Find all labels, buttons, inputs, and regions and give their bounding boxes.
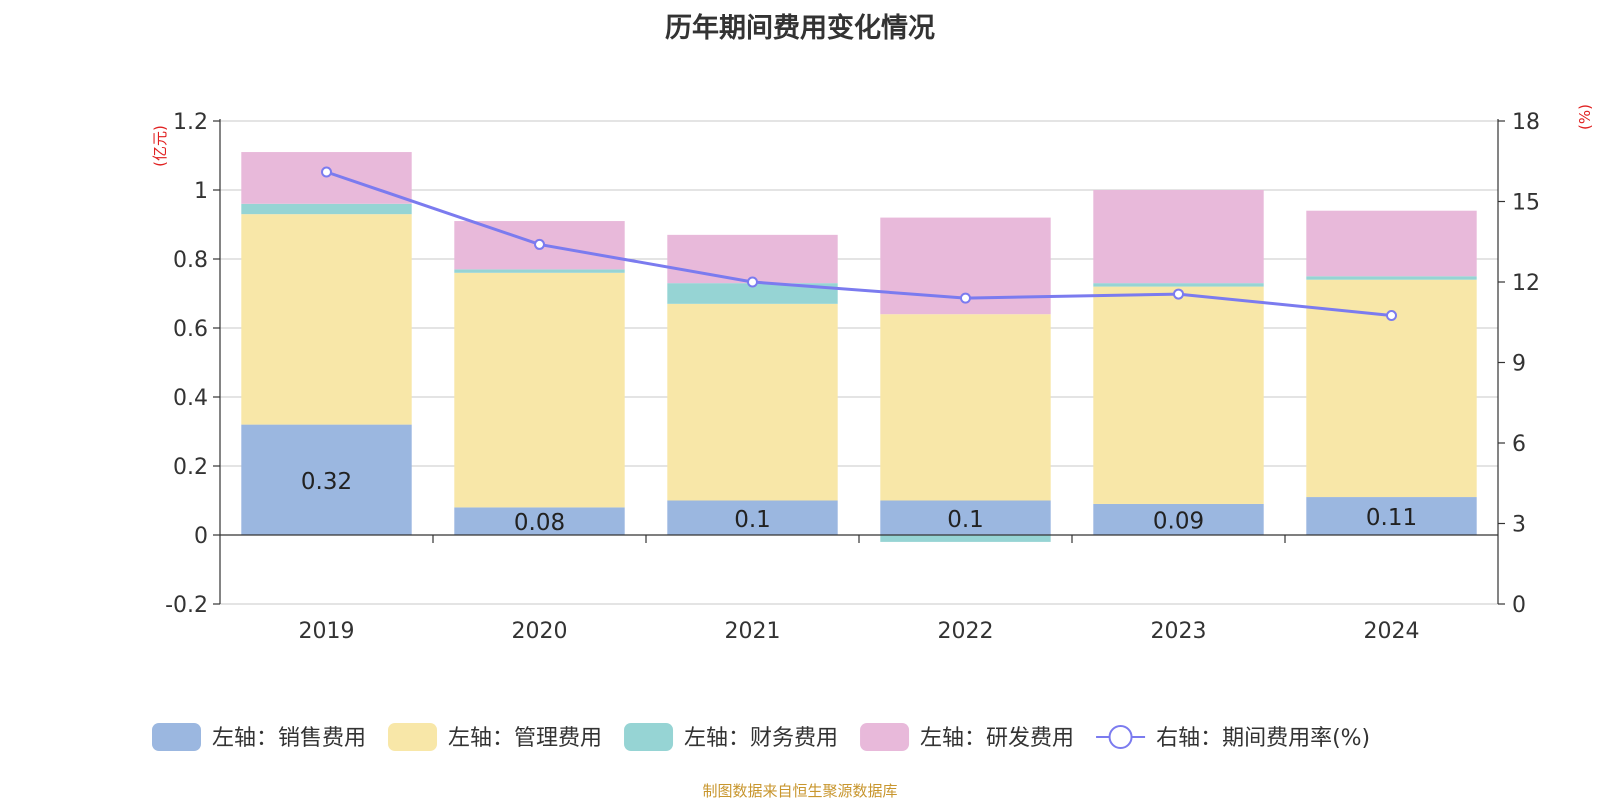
rate-point-2020: [534, 238, 545, 250]
right-tick-label: 18: [1512, 110, 1540, 135]
bar-1-2021: [667, 500, 838, 535]
legend-swatch-3: [624, 723, 674, 751]
data-label: 0.09: [1153, 508, 1204, 534]
x-tick-label: 2019: [299, 619, 355, 644]
right-tick-label: 3: [1512, 513, 1526, 538]
legend-swatch-2: [388, 723, 438, 751]
bar-2-2019: [241, 214, 412, 425]
left-tick-label: 1.2: [173, 110, 208, 135]
left-tick-label: 1: [194, 179, 208, 204]
bars: [241, 152, 1477, 542]
x-tick-label: 2021: [725, 619, 781, 644]
data-label: 0.32: [301, 469, 352, 495]
bar-3-2020: [454, 269, 625, 273]
source-note: 制图数据来自恒生聚源数据库: [702, 782, 898, 800]
right-tick-label: 15: [1512, 191, 1540, 216]
data-labels: 0.32 0.08 0.1 0.1 0.09 0.11: [301, 469, 1417, 536]
legend-label-1: 左轴：销售费用: [212, 726, 366, 751]
data-label: 0.1: [734, 507, 771, 533]
left-tick-label: -0.2: [165, 593, 208, 618]
legend-label-4: 左轴：研发费用: [920, 726, 1074, 751]
left-tick-label: 0: [194, 524, 208, 549]
legend-swatch-4: [860, 723, 910, 751]
data-label: 0.1: [947, 507, 984, 533]
legend-marker-icon: [1108, 725, 1133, 749]
x-tick-label: 2020: [512, 619, 568, 644]
bar-4-2024: [1306, 210, 1477, 277]
bar-1-2023: [1093, 503, 1264, 535]
chart-title: 历年期间费用变化情况: [665, 13, 935, 44]
bar-2-2021: [667, 303, 838, 501]
left-tick-label: 0.6: [173, 317, 208, 342]
bar-2-2022: [880, 314, 1051, 501]
x-tick-label: 2024: [1364, 619, 1420, 644]
rate-point-2024: [1386, 310, 1397, 322]
bar-1-2024: [1306, 497, 1477, 535]
legend-label-2: 左轴：管理费用: [448, 726, 602, 751]
rate-point-2023: [1173, 288, 1184, 300]
grid: [220, 120, 1498, 605]
right-tick-label: 0: [1512, 593, 1526, 618]
left-tick-label: 0.4: [173, 386, 208, 411]
bar-3-2024: [1306, 276, 1477, 280]
bar-4-2023: [1093, 190, 1264, 284]
bar-3-2023: [1093, 283, 1264, 287]
right-axis-unit: (%): [1576, 104, 1594, 130]
legend: 左轴：销售费用 左轴：管理费用 左轴：财务费用 左轴：研发费用 右轴：期间费用率(%): [152, 723, 1370, 751]
x-tick-label: 2023: [1151, 619, 1207, 644]
bar-3-2022: [880, 535, 1051, 542]
data-label: 0.11: [1366, 505, 1417, 531]
rate-line: [321, 166, 1397, 322]
legend-label-3: 左轴：财务费用: [684, 726, 838, 751]
bar-1-2020: [454, 507, 625, 535]
right-tick-label: 6: [1512, 432, 1526, 457]
bar-3-2021: [667, 283, 838, 304]
bar-4-2019: [241, 152, 412, 204]
data-label: 0.08: [514, 510, 565, 536]
bar-2-2020: [454, 272, 625, 508]
left-axis-unit: (亿元): [151, 125, 169, 167]
right-tick-label: 12: [1512, 271, 1540, 296]
left-tick-label: 0.8: [173, 248, 208, 273]
bar-4-2021: [667, 234, 838, 284]
legend-swatch-1: [152, 723, 201, 751]
rate-point-2022: [960, 292, 971, 304]
rate-line-path: [326, 170, 1392, 318]
rate-point-2021: [747, 276, 758, 288]
bar-3-2019: [241, 203, 412, 215]
legend-label-5: 右轴：期间费用率(%): [1156, 726, 1370, 751]
bar-1-2019: [241, 424, 412, 535]
x-tick-label: 2022: [938, 619, 994, 644]
axes: -0.2 0 0.2 0.4 0.6 0.8 1 1.2 0 3 6 9 12 15 18 2019 2020 2…: [151, 104, 1594, 644]
left-tick-label: 0.2: [173, 455, 208, 480]
right-tick-label: 9: [1512, 352, 1526, 377]
rate-point-2019: [321, 166, 332, 178]
bar-2-2023: [1093, 286, 1264, 504]
bar-1-2022: [880, 500, 1051, 535]
